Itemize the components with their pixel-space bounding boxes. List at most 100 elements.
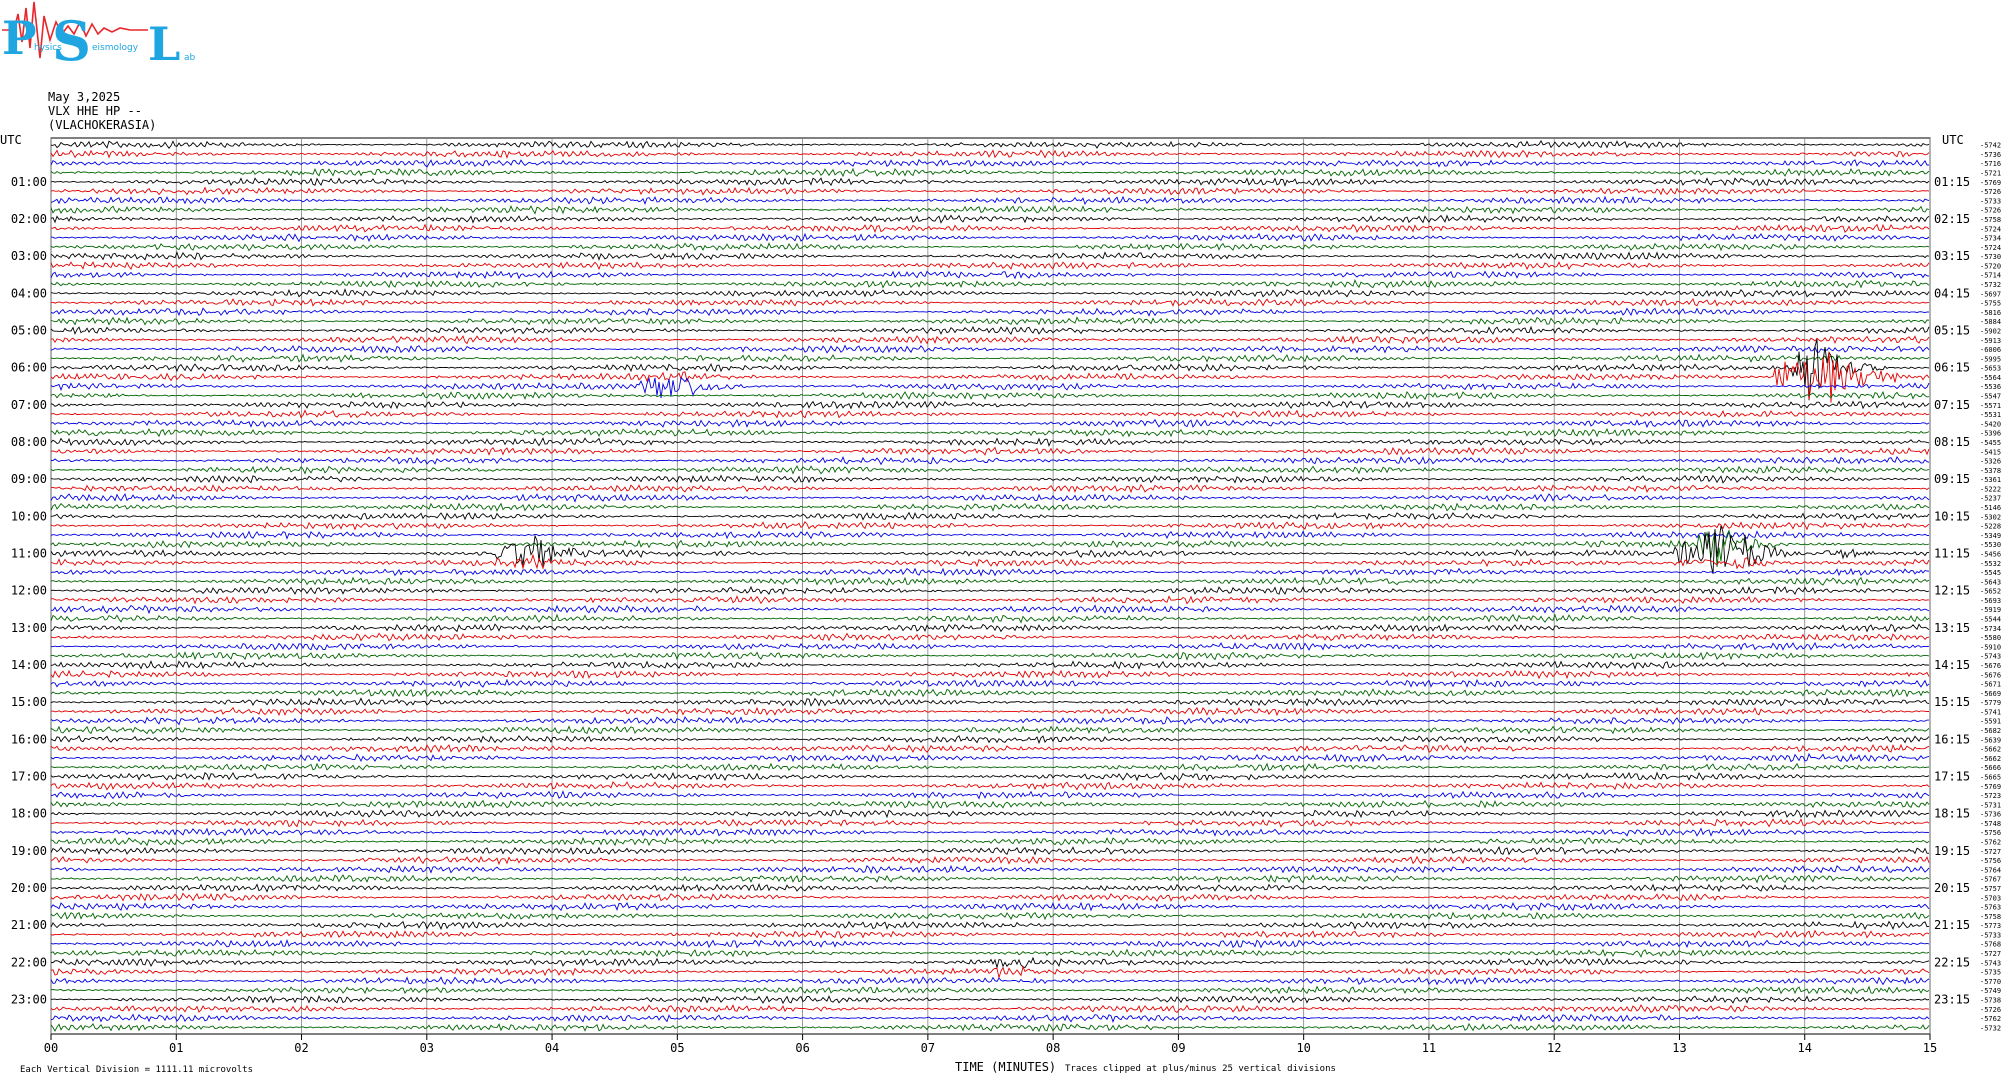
x-tick-label: 08 — [1046, 1041, 1060, 1055]
trace-offset-label: -5732 — [1980, 281, 2001, 289]
trace-offset-label: -5669 — [1980, 690, 2001, 698]
seismic-trace — [50, 929, 1930, 939]
seismic-trace — [50, 474, 1930, 484]
seismic-trace — [50, 493, 1930, 503]
seismic-trace — [50, 576, 1930, 587]
seismic-trace — [50, 339, 1930, 401]
seismic-trace — [50, 567, 1930, 577]
trace-offset-label: -5757 — [1980, 885, 2001, 893]
trace-offset-label: -5455 — [1980, 439, 2001, 447]
seismic-trace — [50, 167, 1930, 178]
right-hour-label: 20:15 — [1934, 881, 1970, 895]
trace-offset-label: -5919 — [1980, 606, 2001, 614]
trace-offset-label: -5564 — [1980, 374, 2001, 382]
trace-offset-label: -5735 — [1980, 969, 2001, 977]
seismic-trace — [50, 437, 1930, 447]
seismic-trace — [50, 376, 1930, 399]
seismic-trace — [50, 743, 1930, 754]
trace-offset-label: -5726 — [1980, 1006, 2001, 1014]
seismic-trace — [50, 632, 1930, 642]
seismic-trace — [50, 335, 1930, 345]
right-hour-label: 15:15 — [1934, 695, 1970, 709]
seismic-trace — [50, 688, 1930, 698]
seismic-trace — [50, 641, 1930, 651]
seismic-trace — [50, 251, 1930, 261]
trace-offset-label: -5536 — [1980, 383, 2001, 391]
trace-offset-label: -5682 — [1980, 727, 2001, 735]
seismic-trace — [50, 242, 1930, 252]
trace-offset-label: -5697 — [1980, 290, 2001, 298]
trace-offset-label: -5721 — [1980, 170, 2001, 178]
trace-offset-label: -5773 — [1980, 922, 2001, 930]
seismic-trace — [50, 678, 1930, 689]
right-axis-title: UTC — [1942, 133, 1964, 147]
x-tick-label: 12 — [1547, 1041, 1561, 1055]
trace-offset-label: -5884 — [1980, 318, 2001, 326]
seismic-trace — [50, 400, 1930, 410]
seismic-trace — [50, 735, 1930, 745]
left-hour-label: 04:00 — [11, 286, 47, 300]
x-tick-label: 14 — [1798, 1041, 1812, 1055]
right-hour-label: 06:15 — [1934, 361, 1970, 375]
seismic-trace — [50, 456, 1930, 466]
trace-offset-label: -5768 — [1980, 941, 2001, 949]
left-hour-label: 08:00 — [11, 435, 47, 449]
trace-offset-label: -5671 — [1980, 681, 2001, 689]
trace-offset-label: -5743 — [1980, 653, 2001, 661]
seismic-trace — [50, 525, 1930, 574]
left-hour-label: 23:00 — [11, 992, 47, 1006]
seismic-trace — [50, 177, 1930, 187]
seismic-trace — [50, 149, 1930, 160]
left-hour-label: 16:00 — [11, 732, 47, 746]
x-tick-label: 04 — [545, 1041, 559, 1055]
trace-offset-label: -5228 — [1980, 523, 2001, 531]
trace-offset-label: -5742 — [1980, 142, 2001, 150]
right-hour-label: 03:15 — [1934, 249, 1970, 263]
trace-offset-label: -5693 — [1980, 597, 2001, 605]
right-hour-label: 16:15 — [1934, 732, 1970, 746]
trace-offset-label: -5326 — [1980, 458, 2001, 466]
trace-offset-label: -5666 — [1980, 764, 2001, 772]
seismic-trace — [50, 660, 1930, 670]
seismic-trace — [50, 965, 1930, 980]
trace-offset-label: -5716 — [1980, 160, 2001, 168]
trace-offset-label: -5816 — [1980, 309, 2001, 317]
seismic-trace — [50, 204, 1930, 215]
trace-offset-label: -5758 — [1980, 216, 2001, 224]
station-code: VLX HHE HP -- — [48, 104, 142, 118]
trace-offset-label: -5222 — [1980, 485, 2001, 493]
trace-offset-label: -5756 — [1980, 829, 2001, 837]
left-hour-label: 22:00 — [11, 955, 47, 969]
seismic-trace — [50, 585, 1930, 596]
seismic-trace — [50, 307, 1930, 317]
trace-offset-label: -5756 — [1980, 857, 2001, 865]
seismic-trace — [50, 278, 1930, 289]
trace-offset-label: -5361 — [1980, 476, 2001, 484]
seismic-trace — [50, 613, 1930, 624]
seismic-trace — [50, 939, 1930, 949]
trace-offset-label: -5237 — [1980, 495, 2001, 503]
seismic-trace — [50, 529, 1930, 567]
right-hour-label: 13:15 — [1934, 621, 1970, 635]
seismic-trace — [50, 697, 1930, 707]
trace-offset-label: -5910 — [1980, 643, 2001, 651]
right-hour-label: 02:15 — [1934, 212, 1970, 226]
seismic-trace — [50, 195, 1930, 206]
seismic-trace — [50, 604, 1930, 615]
seismic-trace — [50, 186, 1930, 196]
left-hour-label: 21:00 — [11, 918, 47, 932]
trace-offset-label: -5714 — [1980, 272, 2001, 280]
trace-offset-label: -5420 — [1980, 420, 2001, 428]
seismic-trace — [50, 502, 1930, 512]
psl-logo: P S L hysics eismology ab — [2, 1, 196, 73]
trace-offset-label: -5764 — [1980, 866, 2001, 874]
seismic-trace — [50, 521, 1930, 531]
seismic-trace — [50, 818, 1930, 828]
seismic-trace — [50, 1022, 1930, 1033]
seismic-trace — [50, 706, 1929, 717]
trace-offset-label: -5741 — [1980, 708, 2001, 716]
trace-offset-label: -5734 — [1980, 625, 2001, 633]
trace-offset-label: -5653 — [1980, 365, 2001, 373]
left-hour-label: 20:00 — [11, 881, 47, 895]
trace-offset-label: -5733 — [1980, 197, 2001, 205]
